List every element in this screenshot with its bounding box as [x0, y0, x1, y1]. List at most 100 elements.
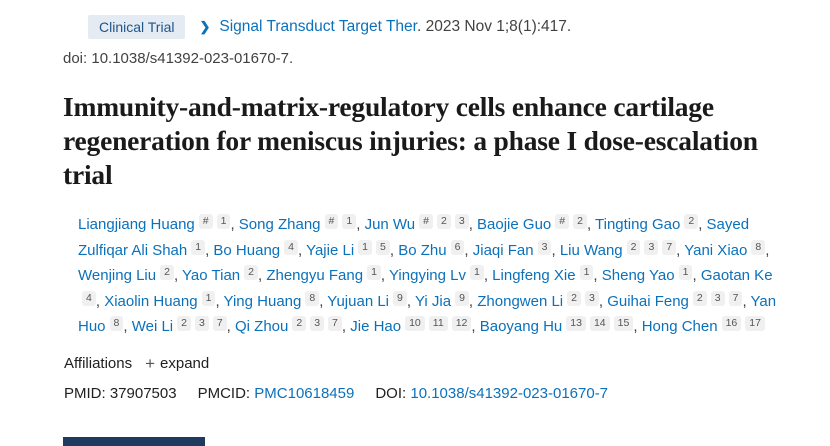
- affiliation-superscript[interactable]: 5: [376, 239, 390, 255]
- author-link[interactable]: Qi Zhou: [235, 318, 289, 335]
- affiliation-superscript[interactable]: 6: [450, 239, 465, 255]
- affiliation-superscript[interactable]: #: [555, 214, 570, 229]
- affiliation-superscript[interactable]: 1: [367, 265, 381, 280]
- affiliation-superscript[interactable]: 11: [428, 316, 448, 331]
- author-link[interactable]: Wenjing Liu: [78, 267, 157, 284]
- author: Yajie Li 1 5,: [306, 239, 398, 259]
- author-link[interactable]: Zhengyu Fang: [266, 267, 364, 284]
- affiliation-superscript[interactable]: 2: [684, 214, 699, 229]
- author: Yani Xiao 8,: [684, 239, 769, 259]
- author-link[interactable]: Sheng Yao: [601, 267, 675, 284]
- affiliation-superscript[interactable]: #: [419, 214, 433, 229]
- affiliation-superscript[interactable]: 4: [82, 290, 96, 306]
- affiliation-superscript[interactable]: 3: [710, 290, 725, 306]
- affiliation-superscript[interactable]: 1: [469, 265, 484, 280]
- affiliation-superscript[interactable]: 14: [589, 316, 610, 331]
- affiliation-superscript[interactable]: 15: [613, 316, 634, 331]
- author-link[interactable]: Sayed Zulfiqar Ali Shah: [78, 216, 750, 259]
- affiliation-superscript[interactable]: 2: [177, 316, 191, 331]
- author-link[interactable]: Yani Xiao: [684, 241, 748, 259]
- affiliation-superscript[interactable]: 4: [284, 239, 298, 255]
- doi-link[interactable]: 10.1038/s41392-023-01670-7: [410, 384, 609, 402]
- affiliation-superscript[interactable]: 2: [437, 214, 451, 229]
- author-link[interactable]: Xiaolin Huang: [104, 292, 198, 310]
- affiliation-superscript[interactable]: 1: [358, 239, 372, 255]
- identifiers-row: PMID: 37907503 PMCID: PMC10618459 DOI: 1…: [64, 385, 790, 402]
- affiliation-superscript[interactable]: 8: [751, 239, 766, 255]
- affiliation-superscript[interactable]: 1: [201, 290, 216, 306]
- citation-header: Clinical Trial ❯ Signal Transduct Target…: [88, 15, 790, 39]
- affiliation-superscript[interactable]: 9: [393, 290, 407, 306]
- affiliation-superscript[interactable]: 1: [678, 265, 693, 280]
- author-link[interactable]: Bo Zhu: [398, 241, 447, 259]
- author: Ying Huang 8,: [223, 290, 328, 310]
- affiliation-superscript[interactable]: 2: [626, 239, 641, 255]
- author: Liangjiang Huang #1,: [78, 214, 239, 233]
- journal-name-link[interactable]: Signal Transduct Target Ther: [219, 18, 417, 35]
- author-separator: ,: [123, 318, 132, 335]
- affiliation-superscript[interactable]: 2: [160, 265, 174, 280]
- author-link[interactable]: Baoyang Hu: [479, 318, 563, 335]
- author-link[interactable]: Zhongwen Li: [477, 292, 564, 310]
- author-link[interactable]: Yajie Li: [306, 241, 355, 259]
- affiliation-superscript[interactable]: 7: [662, 239, 677, 255]
- author-separator: ,: [297, 241, 307, 259]
- affiliation-superscript[interactable]: 1: [216, 214, 231, 229]
- pmid-label: PMID:: [64, 384, 106, 402]
- author-link[interactable]: Song Zhang: [238, 216, 321, 233]
- expand-affiliations-button[interactable]: + expand: [145, 355, 209, 372]
- affiliation-superscript[interactable]: 2: [244, 265, 258, 280]
- author-separator: ,: [586, 216, 596, 233]
- author-link[interactable]: Yao Tian: [182, 267, 241, 284]
- author-link[interactable]: Tingting Gao: [595, 216, 681, 233]
- affiliation-superscript[interactable]: #: [198, 214, 213, 229]
- author-link[interactable]: Bo Huang: [213, 241, 281, 259]
- affiliation-superscript[interactable]: 7: [728, 290, 743, 306]
- author-link[interactable]: Yujuan Li: [327, 292, 390, 310]
- affiliation-superscript[interactable]: 3: [644, 239, 659, 255]
- affiliation-superscript[interactable]: 8: [109, 316, 124, 331]
- affiliation-superscript[interactable]: 3: [194, 316, 209, 331]
- pmid-value: 37907503: [109, 384, 177, 402]
- author-link[interactable]: Lingfeng Xie: [492, 267, 576, 284]
- affiliation-superscript[interactable]: 7: [328, 316, 342, 331]
- author-link[interactable]: Jiaqi Fan: [472, 241, 534, 259]
- affiliation-superscript[interactable]: 3: [310, 316, 325, 331]
- affiliation-superscript[interactable]: 9: [455, 290, 469, 306]
- affiliation-superscript[interactable]: 17: [745, 316, 765, 331]
- author-link[interactable]: Liangjiang Huang: [78, 216, 195, 233]
- author-link[interactable]: Wei Li: [131, 318, 174, 335]
- author-separator: ,: [692, 267, 701, 284]
- affiliation-superscript[interactable]: 1: [191, 239, 206, 255]
- author-separator: ,: [215, 292, 224, 310]
- affiliation-superscript[interactable]: 1: [579, 265, 594, 280]
- affiliation-superscript[interactable]: 2: [292, 316, 307, 331]
- author-link[interactable]: Guihai Feng: [607, 292, 689, 310]
- affiliation-superscript[interactable]: 8: [305, 290, 320, 306]
- affiliation-superscript[interactable]: 3: [454, 214, 469, 229]
- affiliation-superscript[interactable]: #: [324, 214, 339, 229]
- author-link[interactable]: Liu Wang: [559, 241, 623, 259]
- affiliation-superscript[interactable]: 2: [573, 214, 587, 229]
- author-link[interactable]: Jie Hao: [350, 318, 402, 335]
- affiliation-superscript[interactable]: 2: [692, 290, 707, 306]
- author-separator: ,: [380, 267, 389, 284]
- author-link[interactable]: Jun Wu: [364, 216, 416, 233]
- author-link[interactable]: Yingying Lv: [388, 267, 466, 284]
- author-link[interactable]: Yan Huo: [78, 292, 777, 336]
- affiliation-superscript[interactable]: 10: [405, 316, 425, 331]
- pmcid-link[interactable]: PMC10618459: [254, 384, 355, 402]
- affiliation-superscript[interactable]: 2: [567, 290, 581, 306]
- affiliation-superscript[interactable]: 12: [451, 316, 472, 331]
- affiliation-superscript[interactable]: 3: [585, 290, 599, 306]
- affiliation-superscript[interactable]: 1: [342, 214, 357, 229]
- author-link[interactable]: Yi Jia: [414, 292, 452, 310]
- affiliation-superscript[interactable]: 13: [566, 316, 586, 331]
- affiliation-superscript[interactable]: 7: [212, 316, 227, 331]
- affiliation-superscript[interactable]: 3: [537, 239, 552, 255]
- affiliation-superscript[interactable]: 16: [721, 316, 742, 331]
- author-link[interactable]: Ying Huang: [223, 292, 302, 310]
- author-link[interactable]: Baojie Guo: [477, 216, 552, 233]
- author-link[interactable]: Gaotan Ke: [700, 267, 773, 284]
- author-link[interactable]: Hong Chen: [641, 318, 718, 335]
